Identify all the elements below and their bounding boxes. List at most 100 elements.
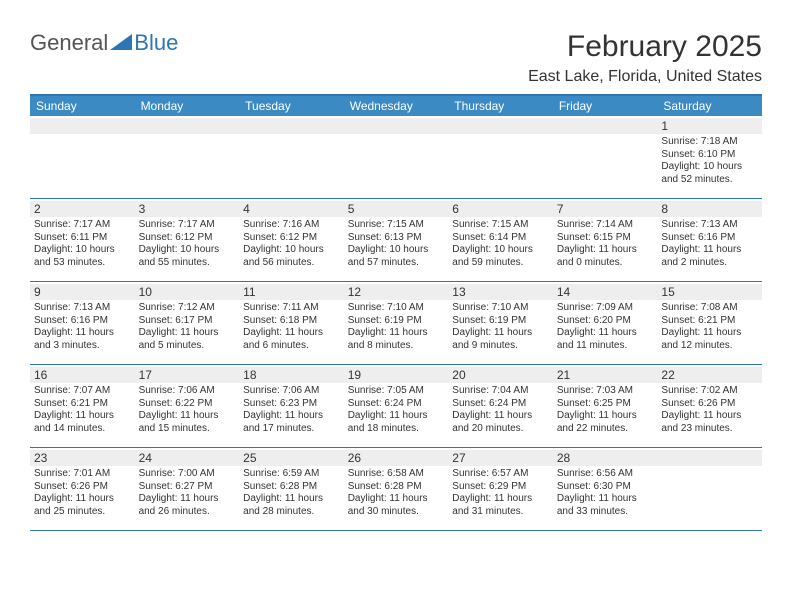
daylight-text: Daylight: 10 hours and 56 minutes. — [243, 244, 340, 269]
sunrise-text: Sunrise: 7:16 AM — [243, 219, 340, 232]
daylight-text: Daylight: 10 hours and 52 minutes. — [661, 161, 758, 186]
header: General Blue February 2025 East Lake, Fl… — [0, 0, 792, 94]
day-number — [448, 118, 553, 134]
day-info: Sunrise: 7:12 AMSunset: 6:17 PMDaylight:… — [139, 302, 236, 352]
day-header-cell: Thursday — [448, 96, 553, 116]
daylight-text: Daylight: 11 hours and 25 minutes. — [34, 493, 131, 518]
day-cell: 6Sunrise: 7:15 AMSunset: 6:14 PMDaylight… — [448, 199, 553, 281]
daylight-text: Daylight: 11 hours and 9 minutes. — [452, 327, 549, 352]
day-cell: 5 Sunrise: 7:15 AMSunset: 6:13 PMDaylight… — [344, 199, 449, 281]
sunrise-text: Sunrise: 7:01 AM — [34, 468, 131, 481]
day-number — [30, 118, 135, 134]
day-number: 27 — [448, 450, 553, 466]
location: East Lake, Florida, United States — [528, 68, 762, 86]
day-number: 16 — [30, 367, 135, 383]
sunset-text: Sunset: 6:17 PM — [139, 315, 236, 328]
day-info: Sunrise: 7:03 AMSunset: 6:25 PMDaylight:… — [557, 385, 654, 435]
triangle-icon — [110, 32, 132, 55]
day-number: 3 — [135, 201, 240, 217]
day-number — [553, 118, 658, 134]
day-number: 12 — [344, 284, 449, 300]
logo-text-general: General — [30, 30, 108, 56]
sunset-text: Sunset: 6:20 PM — [557, 315, 654, 328]
daylight-text: Daylight: 11 hours and 18 minutes. — [348, 410, 445, 435]
sunset-text: Sunset: 6:29 PM — [452, 481, 549, 494]
daylight-text: Daylight: 11 hours and 26 minutes. — [139, 493, 236, 518]
day-cell — [239, 116, 344, 198]
sunrise-text: Sunrise: 6:57 AM — [452, 468, 549, 481]
daylight-text: Daylight: 11 hours and 22 minutes. — [557, 410, 654, 435]
sunset-text: Sunset: 6:22 PM — [139, 398, 236, 411]
title-block: February 2025 East Lake, Florida, United… — [528, 30, 762, 86]
day-header-cell: Monday — [135, 96, 240, 116]
day-cell: 16Sunrise: 7:07 AMSunset: 6:21 PMDayligh… — [30, 365, 135, 447]
sunset-text: Sunset: 6:30 PM — [557, 481, 654, 494]
sunset-text: Sunset: 6:26 PM — [34, 481, 131, 494]
day-cell — [553, 116, 658, 198]
daylight-text: Daylight: 11 hours and 31 minutes. — [452, 493, 549, 518]
daylight-text: Daylight: 11 hours and 5 minutes. — [139, 327, 236, 352]
sunrise-text: Sunrise: 7:08 AM — [661, 302, 758, 315]
sunset-text: Sunset: 6:27 PM — [139, 481, 236, 494]
day-cell: 12Sunrise: 7:10 AMSunset: 6:19 PMDayligh… — [344, 282, 449, 364]
daylight-text: Daylight: 11 hours and 2 minutes. — [661, 244, 758, 269]
sunrise-text: Sunrise: 7:04 AM — [452, 385, 549, 398]
sunrise-text: Sunrise: 7:15 AM — [348, 219, 445, 232]
sunrise-text: Sunrise: 7:07 AM — [34, 385, 131, 398]
day-number: 25 — [239, 450, 344, 466]
day-info: Sunrise: 7:04 AMSunset: 6:24 PMDaylight:… — [452, 385, 549, 435]
day-number: 7 — [553, 201, 658, 217]
day-cell: 25Sunrise: 6:59 AMSunset: 6:28 PMDayligh… — [239, 448, 344, 530]
day-cell: 24 Sunrise: 7:00 AMSunset: 6:27 PMDayligh… — [135, 448, 240, 530]
day-cell: 26Sunrise: 6:58 AMSunset: 6:28 PMDayligh… — [344, 448, 449, 530]
daylight-text: Daylight: 11 hours and 8 minutes. — [348, 327, 445, 352]
daylight-text: Daylight: 11 hours and 3 minutes. — [34, 327, 131, 352]
day-cell — [344, 116, 449, 198]
sunrise-text: Sunrise: 7:03 AM — [557, 385, 654, 398]
day-cell — [657, 448, 762, 530]
calendar: Sunday Monday Tuesday Wednesday Thursday… — [30, 94, 762, 531]
daylight-text: Daylight: 11 hours and 30 minutes. — [348, 493, 445, 518]
day-info: Sunrise: 7:01 AMSunset: 6:26 PMDaylight:… — [34, 468, 131, 518]
day-header-cell: Wednesday — [344, 96, 449, 116]
day-cell: 18Sunrise: 7:06 AMSunset: 6:23 PMDayligh… — [239, 365, 344, 447]
day-cell: 19Sunrise: 7:05 AMSunset: 6:24 PMDayligh… — [344, 365, 449, 447]
day-info: Sunrise: 7:00 AMSunset: 6:27 PMDaylight:… — [139, 468, 236, 518]
day-number: 13 — [448, 284, 553, 300]
day-number: 26 — [344, 450, 449, 466]
sunset-text: Sunset: 6:12 PM — [243, 232, 340, 245]
week-row: 2 Sunrise: 7:17 AMSunset: 6:11 PMDaylight… — [30, 199, 762, 282]
day-cell: 9Sunrise: 7:13 AMSunset: 6:16 PMDaylight… — [30, 282, 135, 364]
day-info: Sunrise: 7:14 AMSunset: 6:15 PMDaylight:… — [557, 219, 654, 269]
day-number: 2 — [30, 201, 135, 217]
day-cell — [135, 116, 240, 198]
sunset-text: Sunset: 6:19 PM — [348, 315, 445, 328]
day-info: Sunrise: 7:17 AMSunset: 6:11 PMDaylight:… — [34, 219, 131, 269]
sunset-text: Sunset: 6:10 PM — [661, 149, 758, 162]
day-cell: 15Sunrise: 7:08 AMSunset: 6:21 PMDayligh… — [657, 282, 762, 364]
day-number: 21 — [553, 367, 658, 383]
day-cell: 21 Sunrise: 7:03 AMSunset: 6:25 PMDayligh… — [553, 365, 658, 447]
day-number: 22 — [657, 367, 762, 383]
day-number: 1 — [657, 118, 762, 134]
sunset-text: Sunset: 6:15 PM — [557, 232, 654, 245]
day-number: 5 — [344, 201, 449, 217]
day-cell: 17Sunrise: 7:06 AMSunset: 6:22 PMDayligh… — [135, 365, 240, 447]
daylight-text: Daylight: 11 hours and 20 minutes. — [452, 410, 549, 435]
week-row: 23Sunrise: 7:01 AMSunset: 6:26 PMDayligh… — [30, 448, 762, 531]
sunrise-text: Sunrise: 7:11 AM — [243, 302, 340, 315]
day-number: 11 — [239, 284, 344, 300]
day-number: 17 — [135, 367, 240, 383]
day-info: Sunrise: 6:57 AMSunset: 6:29 PMDaylight:… — [452, 468, 549, 518]
day-info: Sunrise: 7:08 AMSunset: 6:21 PMDaylight:… — [661, 302, 758, 352]
day-info: Sunrise: 7:15 AMSunset: 6:14 PMDaylight:… — [452, 219, 549, 269]
logo-text-blue: Blue — [134, 30, 178, 56]
sunset-text: Sunset: 6:25 PM — [557, 398, 654, 411]
daylight-text: Daylight: 11 hours and 28 minutes. — [243, 493, 340, 518]
sunset-text: Sunset: 6:19 PM — [452, 315, 549, 328]
day-info: Sunrise: 7:15 AMSunset: 6:13 PMDaylight:… — [348, 219, 445, 269]
day-info: Sunrise: 7:11 AMSunset: 6:18 PMDaylight:… — [243, 302, 340, 352]
day-number: 24 — [135, 450, 240, 466]
sunrise-text: Sunrise: 7:13 AM — [34, 302, 131, 315]
sunset-text: Sunset: 6:28 PM — [348, 481, 445, 494]
